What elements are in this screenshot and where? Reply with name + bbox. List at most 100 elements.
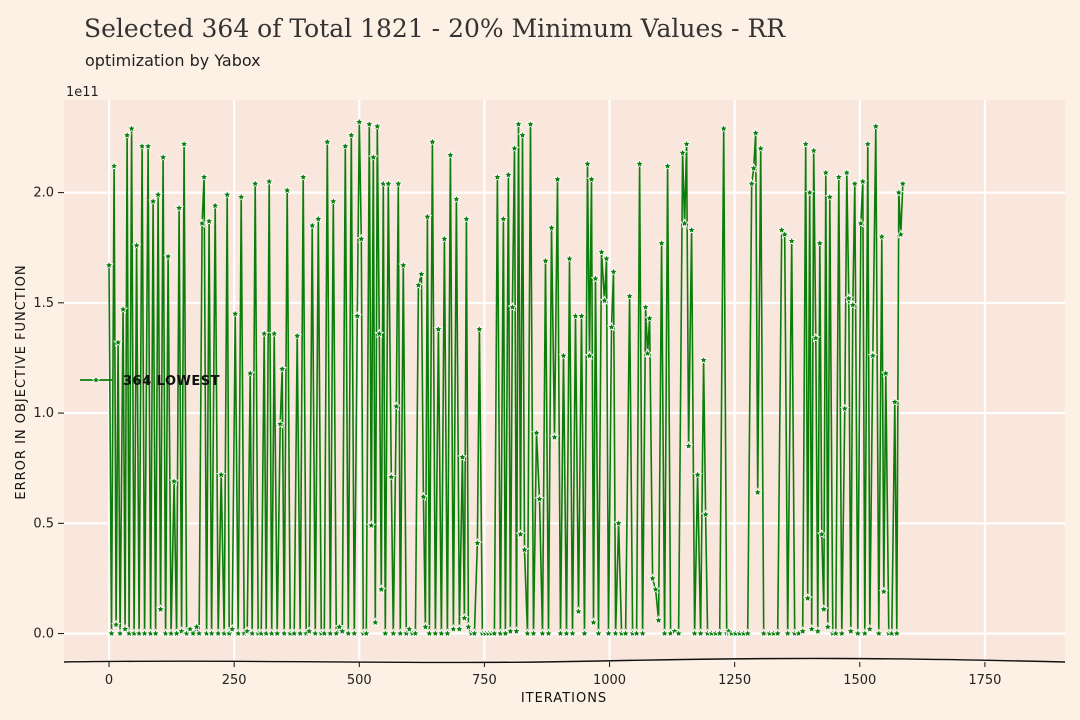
data-point-77 — [313, 213, 324, 224]
data-point-285 — [889, 396, 900, 407]
data-point-137 — [472, 537, 483, 548]
data-point-172 — [567, 628, 578, 638]
data-point-248 — [800, 138, 811, 149]
data-point-240 — [772, 628, 783, 638]
data-point-95 — [364, 119, 375, 129]
data-point-55 — [250, 178, 261, 189]
x-tick-label-1000: 1000 — [593, 673, 626, 688]
data-point-178 — [584, 350, 595, 360]
data-point-289 — [897, 178, 908, 189]
data-point-47 — [227, 623, 238, 634]
data-point-0 — [104, 260, 114, 270]
data-point-184 — [599, 295, 610, 305]
data-point-114 — [410, 628, 421, 638]
data-point-166 — [549, 432, 560, 442]
x-axis-ticks: 0 250 500 750 1000 1250 1500 1750 — [105, 662, 1001, 688]
data-point-121 — [427, 136, 438, 147]
x-tick-label-250: 250 — [222, 673, 247, 688]
data-point-150 — [507, 301, 518, 312]
data-point-206 — [662, 160, 673, 171]
data-point-209 — [673, 628, 684, 638]
data-point-177 — [582, 158, 593, 169]
data-point-127 — [445, 149, 456, 160]
data-point-176 — [579, 628, 590, 638]
data-point-60 — [264, 176, 275, 186]
data-point-58 — [259, 328, 270, 338]
data-point-259 — [822, 621, 833, 632]
data-point-198 — [640, 301, 651, 312]
data-point-32 — [185, 623, 196, 634]
data-point-287 — [893, 187, 904, 197]
data-point-136 — [469, 628, 480, 638]
data-point-30 — [179, 138, 190, 149]
legend-star-marker — [91, 374, 101, 385]
data-point-260 — [824, 191, 835, 202]
data-point-88 — [346, 130, 357, 140]
data-point-258 — [820, 167, 831, 178]
data-point-123 — [433, 324, 444, 334]
data-point-253 — [810, 332, 821, 343]
data-point-133 — [461, 213, 472, 224]
data-point-254 — [812, 626, 823, 636]
data-point-219 — [700, 509, 711, 519]
data-point-161 — [534, 493, 545, 504]
data-point-281 — [878, 586, 889, 596]
data-point-74 — [304, 626, 315, 636]
data-point-196 — [634, 158, 645, 169]
data-point-199 — [642, 348, 653, 358]
chart-subtitle: optimization by Yabox — [85, 51, 261, 70]
data-point-202 — [650, 584, 661, 594]
data-point-48 — [230, 308, 241, 319]
data-point-203 — [653, 615, 664, 625]
data-point-160 — [531, 427, 542, 438]
y-tick-label-4: 2.0 — [33, 186, 54, 201]
data-point-22 — [158, 152, 169, 162]
data-point-165 — [546, 222, 557, 233]
legend-label: 364 LOWEST — [123, 374, 220, 389]
data-point-212 — [681, 138, 692, 149]
data-point-231 — [742, 628, 753, 638]
y-offset-label: 1e11 — [66, 85, 99, 100]
data-point-247 — [797, 626, 808, 636]
data-point-82 — [328, 196, 339, 206]
data-point-269 — [847, 299, 858, 310]
data-point-270 — [849, 178, 860, 189]
data-point-267 — [843, 293, 854, 303]
data-point-99 — [372, 121, 383, 131]
y-axis-label: ERROR IN OBJECTIVE FUNCTION — [14, 264, 29, 499]
data-point-39 — [204, 216, 215, 226]
data-point-282 — [880, 368, 891, 378]
data-point-20 — [153, 189, 164, 200]
data-point-89 — [349, 628, 360, 638]
series-line-0 — [108, 121, 904, 637]
data-point-148 — [503, 169, 514, 180]
data-point-70 — [292, 330, 303, 341]
data-point-21 — [155, 604, 166, 614]
data-point-45 — [222, 189, 233, 200]
data-point-86 — [340, 141, 351, 151]
data-point-132 — [459, 612, 470, 623]
data-point-224 — [718, 123, 729, 133]
x-tick-label-1250: 1250 — [718, 673, 751, 688]
data-point-94 — [361, 628, 372, 638]
data-point-83 — [331, 628, 342, 638]
data-point-116 — [416, 269, 427, 279]
data-point-273 — [857, 176, 868, 186]
y-tick-label-3: 1.5 — [33, 296, 54, 311]
data-point-167 — [552, 174, 563, 184]
data-point-98 — [370, 617, 381, 627]
data-point-50 — [236, 191, 247, 202]
data-point-8 — [122, 130, 133, 140]
data-point-4 — [113, 337, 123, 347]
data-point-218 — [698, 354, 709, 365]
data-point-182 — [593, 628, 604, 638]
data-point-185 — [601, 253, 612, 263]
data-point-28 — [174, 202, 185, 213]
data-point-72 — [298, 171, 309, 182]
data-point-64 — [275, 418, 286, 429]
data-point-129 — [451, 193, 462, 204]
data-point-187 — [606, 321, 617, 332]
x-tick-label-750: 750 — [472, 673, 497, 688]
